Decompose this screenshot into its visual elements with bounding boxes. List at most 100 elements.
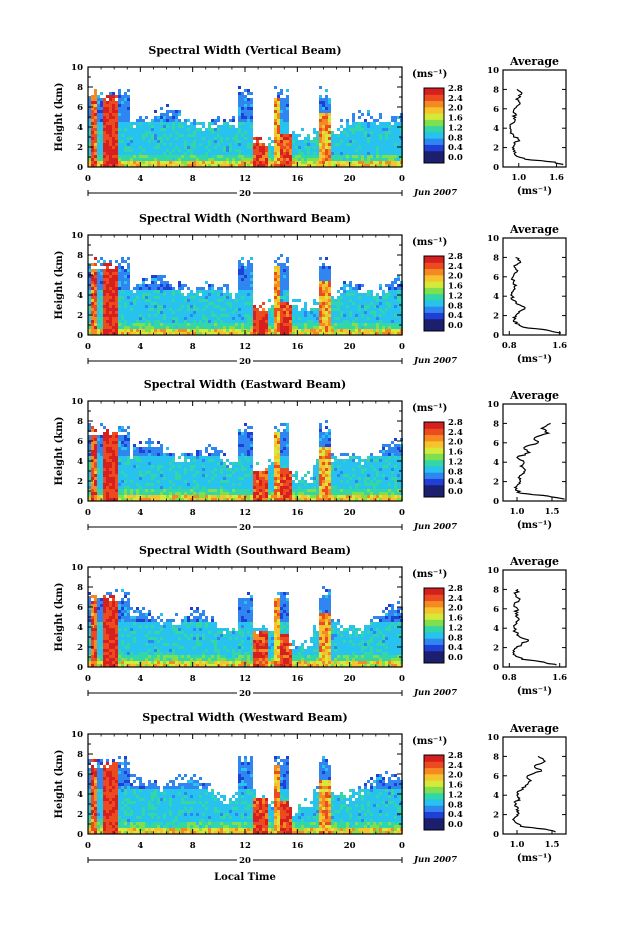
heatmap-cell	[268, 320, 271, 323]
y-tick-label: 10	[71, 63, 83, 73]
heatmap-cell	[250, 450, 253, 453]
heatmap-cell	[283, 287, 286, 290]
heatmap-cell	[211, 284, 214, 287]
heatmap-cell	[226, 140, 229, 143]
heatmap-cell	[136, 471, 139, 474]
heatmap-cell	[205, 477, 208, 480]
heatmap-cell	[94, 161, 97, 164]
heatmap-cell	[121, 429, 124, 432]
heatmap-cell	[247, 474, 250, 477]
heatmap-cell	[163, 480, 166, 483]
heatmap-cell	[298, 152, 301, 155]
heatmap-cell	[217, 128, 220, 131]
heatmap-cell	[97, 269, 100, 272]
heatmap-cell	[364, 146, 367, 149]
heatmap-cell	[115, 110, 118, 113]
heatmap-cell	[283, 320, 286, 323]
heatmap-cell	[148, 305, 151, 308]
heatmap-cell	[94, 302, 97, 305]
heatmap-cell	[247, 450, 250, 453]
heatmap-cell	[121, 486, 124, 489]
heatmap-cell	[127, 441, 130, 444]
heatmap-cell	[148, 161, 151, 164]
heatmap-cell	[256, 492, 259, 495]
heatmap-cell	[385, 161, 388, 164]
heatmap-cell	[115, 278, 118, 281]
heatmap-cell	[250, 104, 253, 107]
heatmap-cell	[286, 101, 289, 104]
heatmap-cell	[295, 158, 298, 161]
heatmap-cell	[391, 320, 394, 323]
heatmap-cell	[394, 161, 397, 164]
heatmap-cell	[208, 492, 211, 495]
heatmap-cell	[274, 314, 277, 317]
heatmap-cell	[175, 149, 178, 152]
heatmap-cell	[349, 308, 352, 311]
heatmap-cell	[382, 302, 385, 305]
heatmap-cell	[166, 317, 169, 320]
heatmap-cell	[133, 296, 136, 299]
heatmap-cell	[100, 122, 103, 125]
heatmap-cell	[133, 492, 136, 495]
heatmap-cell	[211, 158, 214, 161]
heatmap-cell	[145, 320, 148, 323]
heatmap-cell	[193, 320, 196, 323]
heatmap-cell	[346, 290, 349, 293]
heatmap-cell	[169, 329, 172, 332]
heatmap-cell	[205, 465, 208, 468]
heatmap-cell	[94, 438, 97, 441]
heatmap-cell	[160, 119, 163, 122]
heatmap-cell	[277, 329, 280, 332]
heatmap-cell	[127, 152, 130, 155]
heatmap-cell	[133, 305, 136, 308]
heatmap-cell	[148, 329, 151, 332]
heatmap-cell	[118, 329, 121, 332]
heatmap-cell	[193, 326, 196, 329]
heatmap-cell	[238, 146, 241, 149]
heatmap-cell	[139, 459, 142, 462]
heatmap-cell	[133, 444, 136, 447]
heatmap-cell	[94, 311, 97, 314]
heatmap-cell	[163, 299, 166, 302]
heatmap-cell	[370, 293, 373, 296]
heatmap-cell	[322, 305, 325, 308]
heatmap-cell	[121, 435, 124, 438]
heatmap-cell	[370, 329, 373, 332]
heatmap-cell	[316, 311, 319, 314]
heatmap-cell	[163, 314, 166, 317]
heatmap-cell	[94, 257, 97, 260]
heatmap-cell	[307, 314, 310, 317]
heatmap-cell	[274, 305, 277, 308]
heatmap-cell	[220, 125, 223, 128]
heatmap-cell	[298, 320, 301, 323]
heatmap-cell	[268, 474, 271, 477]
colorbar-segment	[424, 138, 444, 145]
heatmap-cell	[115, 140, 118, 143]
heatmap-cell	[163, 495, 166, 498]
heatmap-cell	[367, 152, 370, 155]
heatmap-cell	[88, 477, 91, 480]
heatmap-cell	[94, 441, 97, 444]
heatmap-cell	[241, 290, 244, 293]
heatmap-cell	[241, 98, 244, 101]
heatmap-cell	[121, 462, 124, 465]
heatmap-cell	[358, 317, 361, 320]
heatmap-cell	[94, 320, 97, 323]
heatmap-cell	[151, 474, 154, 477]
heatmap-cell	[271, 323, 274, 326]
heatmap-cell	[262, 332, 265, 335]
heatmap-cell	[214, 447, 217, 450]
heatmap-cell	[322, 272, 325, 275]
heatmap-cell	[325, 101, 328, 104]
heatmap-cell	[118, 483, 121, 486]
heatmap-cell	[289, 137, 292, 140]
heatmap-cell	[133, 483, 136, 486]
heatmap-cell	[277, 104, 280, 107]
heatmap-cell	[187, 480, 190, 483]
heatmap-cell	[313, 314, 316, 317]
heatmap-cell	[313, 143, 316, 146]
heatmap-cell	[109, 149, 112, 152]
heatmap-cell	[205, 471, 208, 474]
heatmap-cell	[106, 329, 109, 332]
heatmap-cell	[301, 314, 304, 317]
